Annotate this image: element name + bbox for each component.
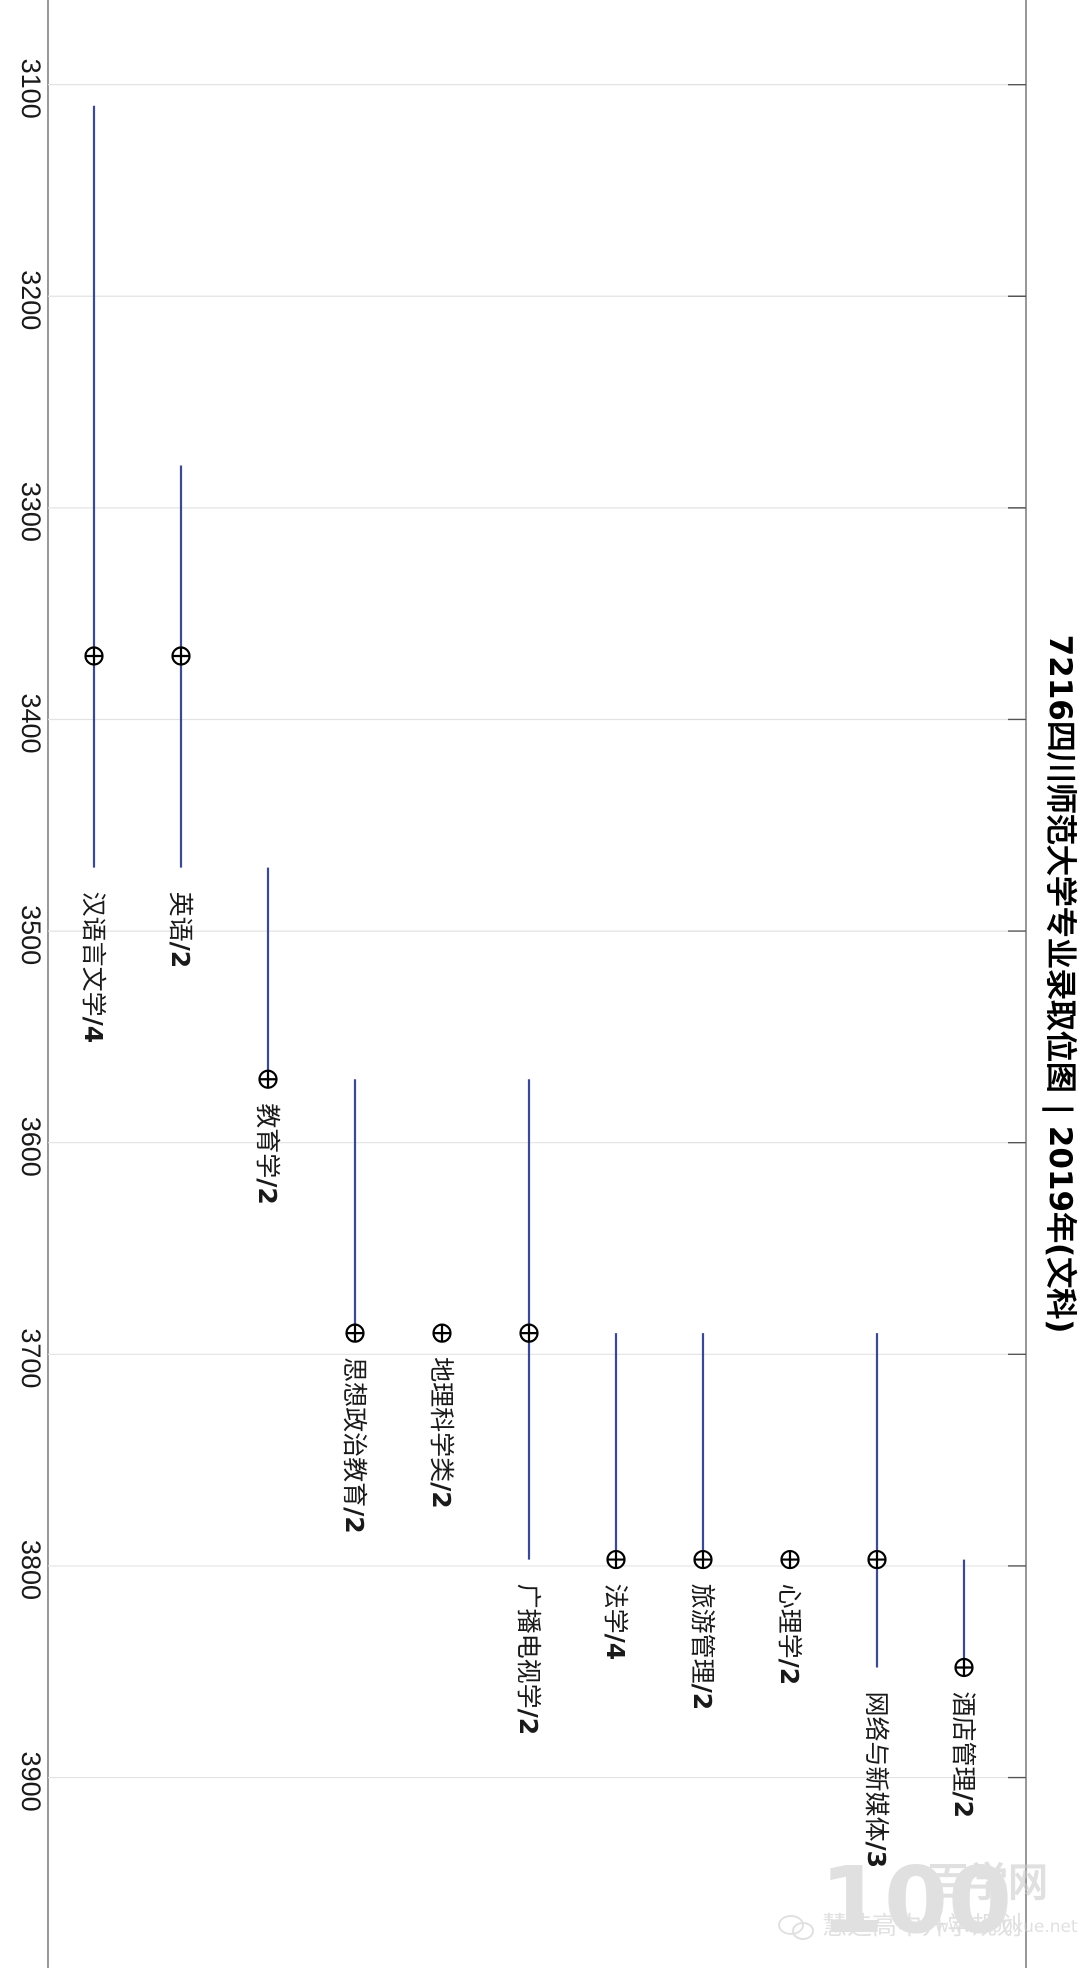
tick-label: 3300 <box>16 482 46 542</box>
median-marker <box>84 646 104 666</box>
median-marker <box>345 1323 365 1343</box>
median-marker <box>606 1549 626 1570</box>
median-marker <box>258 1069 278 1089</box>
category-label: 法学/4 <box>601 1584 630 1661</box>
median-marker <box>693 1549 713 1570</box>
category-label: 酒店管理/2 <box>949 1692 978 1819</box>
category-label: 教育学/2 <box>253 1103 282 1205</box>
median-marker <box>954 1657 974 1678</box>
median-marker <box>171 646 191 666</box>
wechat-icon <box>778 1915 814 1940</box>
tick-label: 3600 <box>16 1117 46 1177</box>
median-marker <box>780 1549 800 1570</box>
watermark-brand: 百学网 <box>928 1860 1048 1906</box>
median-marker <box>867 1549 887 1570</box>
category-label: 汉语言文学/4 <box>79 892 108 1044</box>
category-label: 地理科学类/2 <box>427 1357 456 1509</box>
tick-label: 3500 <box>16 905 46 965</box>
tick-label: 3200 <box>16 270 46 330</box>
category-label: 英语/2 <box>166 892 195 969</box>
watermark-url: www.100xue.net <box>935 1917 1078 1937</box>
tick-label: 3800 <box>16 1540 46 1600</box>
grid-layer <box>47 0 1027 1968</box>
tick-label: 3900 <box>16 1752 46 1812</box>
tick-label: 3400 <box>16 693 46 753</box>
category-label: 心理学/2 <box>775 1584 804 1686</box>
median-marker <box>432 1323 452 1343</box>
chart-title: 7216四川师范大学专业录取位图 | 2019年(文科) <box>1042 635 1078 1334</box>
category-label: 思想政治教育/2 <box>340 1357 369 1534</box>
category-label: 广播电视学/2 <box>514 1584 543 1736</box>
category-label: 网络与新媒体/3 <box>862 1692 891 1869</box>
tick-label: 3700 <box>16 1328 46 1388</box>
category-label: 旅游管理/2 <box>688 1584 717 1711</box>
median-marker <box>519 1323 539 1343</box>
category-labels: 汉语言文学/4 英语/2 教育学/2 思想政治教育/2 地理科学类/2 广播电视学/2 法学… <box>79 892 978 1868</box>
tick-label: 3100 <box>16 59 46 119</box>
range-series <box>84 105 974 1678</box>
watermark-logo: 100 <box>820 1847 1012 1954</box>
watermark: 100 百学网 www.100xue.net 慧选高中升学规划 <box>778 1847 1078 1954</box>
watermark-account: 慧选高中升学规划 <box>822 1911 1022 1940</box>
tick-labels: 3100 3200 3300 3400 3500 3600 3700 3800 3900 <box>16 59 46 1812</box>
